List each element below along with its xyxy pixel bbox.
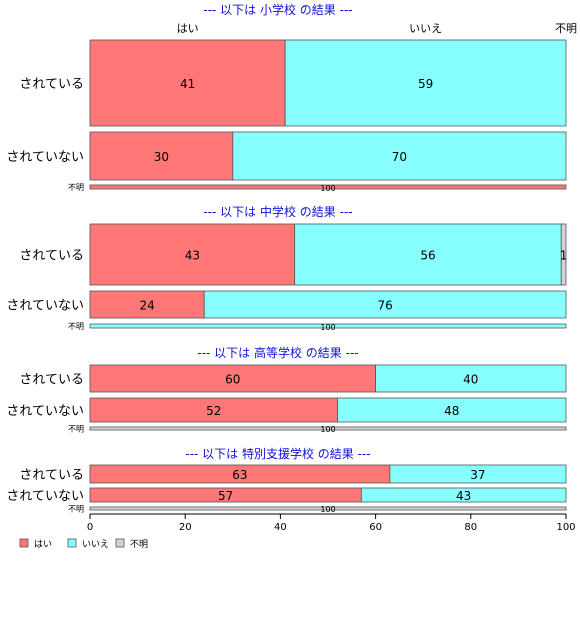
bar-segment xyxy=(89,290,205,319)
bar-value-label: 30 xyxy=(154,150,169,164)
bar-value-label: 100 xyxy=(320,505,335,514)
bar-value-label: 40 xyxy=(463,373,478,387)
x-tick-label: 60 xyxy=(369,522,382,533)
bar-segment xyxy=(89,506,567,511)
bar-value-label: 24 xyxy=(139,299,154,313)
bar-segment xyxy=(232,131,567,181)
row-label: されている xyxy=(19,373,84,388)
bar-value-label: 100 xyxy=(320,425,335,434)
panel-title: --- 以下は 高等学校 の結果 --- xyxy=(197,345,358,360)
bar-value-label: 70 xyxy=(392,150,407,164)
legend-swatch xyxy=(115,538,125,548)
legend-label: はい xyxy=(34,539,52,550)
row-label-small: 不明 xyxy=(68,505,84,514)
bar-segment xyxy=(284,39,567,127)
row-label: されていない xyxy=(6,404,84,419)
row-label: されている xyxy=(19,249,84,264)
bar-segment xyxy=(337,397,567,423)
bar-segment xyxy=(89,131,234,181)
panel-title: --- 以下は 中学校 の結果 --- xyxy=(203,204,352,219)
bar-segment xyxy=(203,290,567,319)
legend-label: 不明 xyxy=(130,539,148,550)
bar-segment xyxy=(89,323,567,329)
bar-segment xyxy=(294,223,562,286)
row-label: されていない xyxy=(6,299,84,314)
row-label: されている xyxy=(19,468,84,483)
top-category-label: 不明 xyxy=(555,22,577,35)
legend-swatch xyxy=(19,538,29,548)
top-category-label: いいえ xyxy=(409,22,442,35)
x-tick-label: 80 xyxy=(464,522,477,533)
panel-title: --- 以下は 小学校 の結果 --- xyxy=(203,2,352,17)
bar-value-label: 43 xyxy=(456,489,471,503)
x-tick-label: 0 xyxy=(87,522,93,533)
panel-title: --- 以下は 特別支援学校 の結果 --- xyxy=(185,446,370,461)
x-tick-label: 40 xyxy=(274,522,287,533)
bar-value-label: 1 xyxy=(560,249,568,263)
bar-value-label: 43 xyxy=(185,249,200,263)
bar-value-label: 100 xyxy=(320,323,335,332)
bar-segment xyxy=(89,223,296,286)
bar-value-label: 76 xyxy=(377,299,392,313)
bar-value-label: 48 xyxy=(444,404,459,418)
row-label-small: 不明 xyxy=(68,183,84,192)
bar-value-label: 37 xyxy=(470,468,485,482)
bar-value-label: 60 xyxy=(225,373,240,387)
x-tick-label: 20 xyxy=(179,522,192,533)
top-category-label: はい xyxy=(177,22,199,35)
bar-segment xyxy=(89,397,338,423)
bar-segment xyxy=(389,464,567,484)
bar-segment xyxy=(375,364,567,393)
bar-value-label: 59 xyxy=(418,77,433,91)
row-label: されていない xyxy=(6,489,84,504)
bar-value-label: 41 xyxy=(180,77,195,91)
row-label: されていない xyxy=(6,150,84,165)
row-label: されている xyxy=(19,77,84,92)
bar-value-label: 56 xyxy=(420,249,435,263)
bar-value-label: 63 xyxy=(232,468,247,482)
bar-segment xyxy=(360,487,567,503)
x-tick-label: 100 xyxy=(556,522,575,533)
bar-value-label: 100 xyxy=(320,184,335,193)
bar-value-label: 57 xyxy=(218,489,233,503)
bar-value-label: 52 xyxy=(206,404,221,418)
bar-segment xyxy=(560,223,567,286)
legend-swatch xyxy=(67,538,77,548)
legend-label: いいえ xyxy=(82,539,109,550)
bar-segment xyxy=(89,364,377,393)
row-label-small: 不明 xyxy=(68,425,84,434)
row-label-small: 不明 xyxy=(68,322,84,331)
bar-segment xyxy=(89,184,567,190)
bar-segment xyxy=(89,39,286,127)
bar-segment xyxy=(89,426,567,431)
